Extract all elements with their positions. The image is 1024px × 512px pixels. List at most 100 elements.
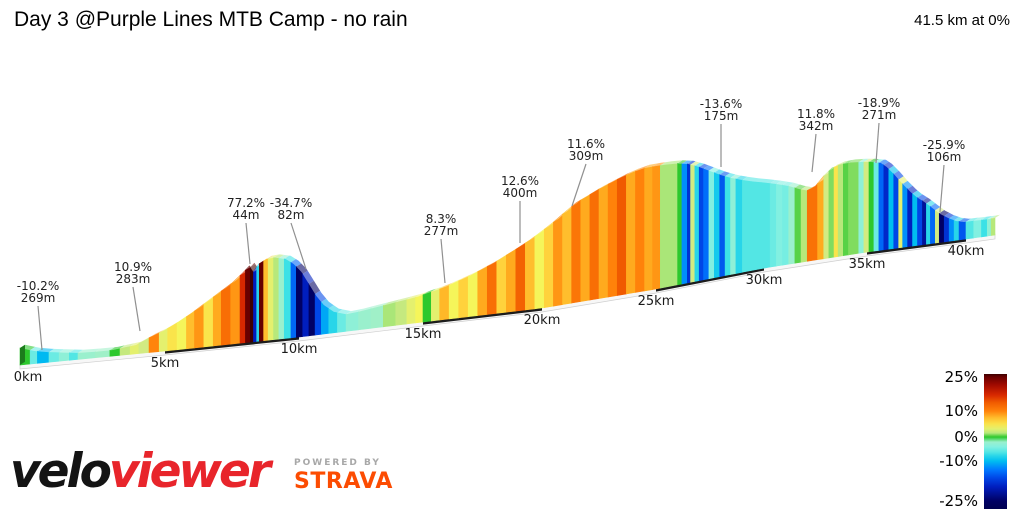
x-tick-label: 40km	[948, 244, 985, 259]
annotation-leader-line	[440, 238, 446, 284]
gradient-stripe-top	[863, 158, 874, 162]
gradient-stripe	[922, 200, 927, 246]
annotation-gradient-label: 8.3%	[426, 212, 457, 226]
gradient-stripe	[239, 269, 246, 344]
gradient-stripe	[769, 182, 777, 268]
gradient-stripe	[220, 283, 231, 346]
gradient-stripe	[263, 258, 269, 342]
x-tick-label: 15km	[405, 327, 442, 342]
gradient-stripe-top	[284, 255, 296, 263]
gradient-stripe	[973, 219, 982, 239]
gradient-stripe	[800, 188, 808, 263]
gradient-annotation: -34.7%82m	[270, 196, 312, 270]
gradient-stripe-top	[898, 176, 908, 185]
gradient-stripe	[843, 162, 849, 257]
gradient-stripe	[486, 260, 498, 315]
gradient-stripe	[677, 163, 683, 286]
gradient-stripe-top	[95, 347, 115, 352]
gradient-stripe	[902, 183, 908, 248]
gradient-stripe-top	[770, 180, 782, 184]
gradient-stripe-top	[626, 168, 641, 175]
gradient-stripe-top	[644, 163, 658, 168]
annotation-leader-line	[875, 122, 880, 164]
gradient-stripe	[543, 221, 554, 308]
gradient-annotation: 11.6%309m	[567, 137, 605, 207]
gradient-stripe	[873, 161, 880, 252]
veloviewer-wordmark: veloviewer	[10, 444, 271, 500]
annotation-length-label: 283m	[116, 272, 151, 286]
gradient-stripe	[358, 308, 372, 331]
gradient-stripe	[817, 175, 825, 261]
gradient-stripe	[256, 263, 260, 342]
annotation-leader-line	[811, 133, 817, 173]
gradient-stripe	[724, 175, 731, 276]
gradient-annotation: -18.9%271m	[858, 96, 900, 164]
gradient-stripe-top	[714, 169, 725, 175]
annotation-gradient-label: 77.2%	[227, 196, 265, 210]
gradient-stripe-top	[328, 305, 343, 313]
gradient-stripe	[302, 272, 310, 337]
annotation-gradient-label: -18.9%	[858, 96, 900, 110]
veloviewer-logo[interactable]: veloviewer POWERED BY STRAVA	[10, 444, 393, 500]
gradient-stripe	[415, 294, 424, 324]
gradient-stripe-top	[973, 216, 987, 221]
gradient-stripe	[477, 265, 488, 316]
gradient-stripe	[321, 301, 330, 335]
gradient-stripe	[690, 164, 696, 283]
annotation-length-label: 269m	[21, 291, 56, 305]
gradient-stripes	[19, 158, 1000, 366]
gradient-stripe	[245, 265, 251, 343]
gradient-stripe	[467, 271, 479, 318]
gradient-annotation: 77.2%44m	[227, 196, 265, 265]
gradient-stripe	[370, 305, 384, 329]
gradient-stripe-top	[120, 343, 136, 349]
gradient-stripe	[986, 218, 992, 237]
gradient-stripe-top	[703, 165, 714, 171]
gradient-stripe	[383, 301, 397, 328]
gradient-stripe	[893, 173, 899, 249]
gradient-stripe-top	[730, 174, 741, 179]
chart-title: Day 3 @Purple Lines MTB Camp - no rain	[14, 8, 408, 31]
gradient-stripe-top	[794, 184, 807, 190]
annotation-length-label: 44m	[233, 208, 260, 222]
x-tick-label: 30km	[746, 273, 783, 288]
gradient-stripe	[687, 163, 691, 284]
x-tick-label: 35km	[849, 257, 886, 272]
gradient-stripe-top	[370, 302, 389, 309]
gradient-stripe-top	[487, 257, 502, 267]
gradient-stripe	[833, 164, 839, 258]
gradient-stripe	[337, 312, 347, 333]
gradient-stripe-top	[652, 162, 666, 167]
gradient-stripe-top	[296, 263, 308, 274]
gradient-stripe	[698, 166, 704, 281]
gradient-stripe	[48, 351, 60, 363]
gradient-stripe	[534, 228, 545, 310]
legend-color-bar	[984, 374, 1007, 509]
strava-logo[interactable]: POWERED BY STRAVA	[294, 458, 393, 494]
gradient-stripe-top	[888, 165, 899, 174]
annotation-gradient-label: 11.8%	[797, 107, 835, 121]
gradient-stripe-top	[358, 305, 376, 312]
gradient-stripe	[571, 199, 582, 304]
gradient-stripe-top	[395, 296, 412, 303]
gradient-stripe	[878, 162, 885, 251]
gradient-stripe	[828, 166, 835, 259]
legend-gradient-label: 25%	[945, 368, 978, 386]
gradient-stripe-top	[468, 268, 483, 277]
gradient-stripe-top	[273, 254, 284, 259]
gradient-stripe-top	[406, 294, 421, 300]
gradient-stripe	[119, 345, 131, 356]
gradient-stripe	[776, 183, 783, 267]
gradient-stripe-top	[315, 290, 327, 302]
gradient-stripe	[858, 161, 865, 254]
gradient-stripe	[806, 182, 818, 262]
gradient-stripe-top	[290, 259, 302, 267]
gradient-stripe	[259, 260, 264, 342]
gradient-stripe	[525, 235, 536, 311]
gradient-stripe	[694, 165, 700, 282]
gradient-stripe-top	[449, 277, 464, 286]
gradient-stripe-top	[458, 273, 474, 281]
gradient-stripe	[505, 248, 517, 313]
